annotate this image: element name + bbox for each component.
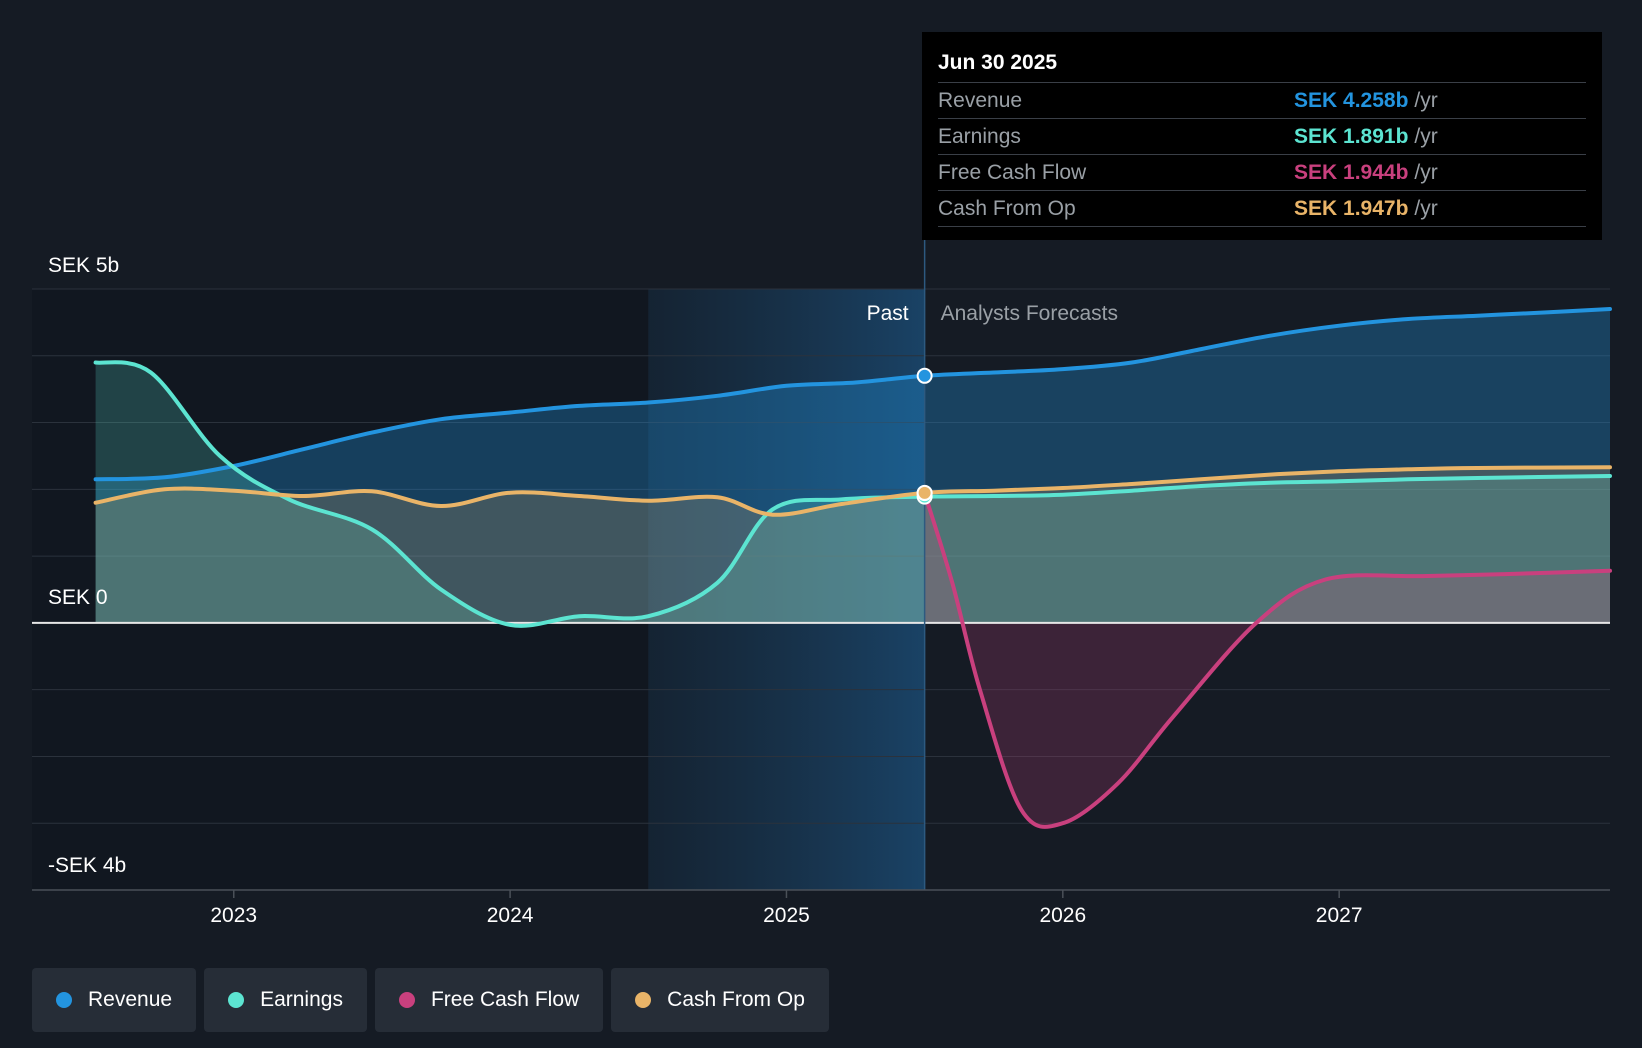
forecast-label: Analysts Forecasts bbox=[941, 302, 1118, 325]
series-markers[interactable] bbox=[916, 367, 933, 505]
area-earnings bbox=[95, 362, 1611, 626]
y-tick-label-bottom: -SEK 4b bbox=[48, 854, 126, 877]
tooltip-unit: /yr bbox=[1414, 196, 1438, 220]
legend: Revenue Earnings Free Cash Flow Cash Fro… bbox=[32, 968, 829, 1032]
legend-dot-icon bbox=[635, 992, 652, 1008]
x-tick-label: 2025 bbox=[763, 904, 810, 927]
series-lines bbox=[93, 307, 1612, 829]
legend-label: Free Cash Flow bbox=[430, 988, 580, 1011]
x-tick-label: 2023 bbox=[210, 904, 257, 927]
marker-revenue bbox=[916, 367, 933, 384]
legend-item-free-cash-flow[interactable]: Free Cash Flow bbox=[374, 968, 604, 1032]
tooltip-row-earnings: Earnings SEK 1.891b /yr bbox=[938, 118, 1586, 154]
marker-cash-from-op bbox=[916, 484, 933, 501]
area-cash-from-op bbox=[95, 467, 1611, 623]
past-label: Past bbox=[867, 302, 909, 325]
tooltip-date: Jun 30 2025 bbox=[938, 51, 1058, 74]
tooltip-value: SEK 1.944b bbox=[1294, 160, 1409, 184]
y-tick-label-zero: SEK 0 bbox=[48, 586, 108, 609]
tooltip-row-revenue: Revenue SEK 4.258b /yr bbox=[938, 82, 1586, 118]
tooltip-value: SEK 1.891b bbox=[1294, 124, 1409, 148]
x-tick-label: 2027 bbox=[1316, 904, 1363, 927]
legend-label: Revenue bbox=[88, 988, 173, 1011]
line-free-cash-flow bbox=[922, 491, 1612, 829]
legend-item-earnings[interactable]: Earnings bbox=[204, 968, 367, 1032]
legend-item-revenue[interactable]: Revenue bbox=[32, 968, 197, 1032]
highlight-region bbox=[648, 289, 925, 890]
legend-label: Earnings bbox=[260, 988, 343, 1011]
tooltip-label: Revenue bbox=[938, 88, 1023, 112]
tooltip-row-cash-from-op: Cash From Op SEK 1.947b /yr bbox=[938, 190, 1586, 227]
tooltip-value: SEK 4.258b bbox=[1294, 88, 1409, 112]
legend-label: Cash From Op bbox=[667, 988, 805, 1011]
area-revenue bbox=[95, 309, 1611, 623]
line-cash-from-op bbox=[93, 465, 1612, 517]
x-axis-ticks: 2023 2024 2025 2026 2027 bbox=[210, 890, 1363, 927]
legend-item-cash-from-op[interactable]: Cash From Op bbox=[611, 968, 829, 1032]
tooltip-label: Free Cash Flow bbox=[938, 160, 1087, 184]
line-earnings bbox=[93, 360, 1612, 628]
legend-dot-icon bbox=[56, 992, 72, 1008]
tooltip: Jun 30 2025 Revenue SEK 4.258b /yr Earni… bbox=[922, 32, 1602, 240]
legend-dot-icon bbox=[228, 992, 245, 1008]
legend-dot-icon bbox=[398, 992, 415, 1008]
tooltip-unit: /yr bbox=[1414, 88, 1438, 112]
y-tick-label-top: SEK 5b bbox=[48, 254, 119, 277]
tooltip-unit: /yr bbox=[1414, 160, 1438, 184]
tooltip-row-free-cash-flow: Free Cash Flow SEK 1.944b /yr bbox=[938, 154, 1586, 190]
line-revenue bbox=[93, 307, 1612, 482]
tooltip-label: Cash From Op bbox=[938, 196, 1076, 220]
tooltip-unit: /yr bbox=[1414, 124, 1438, 148]
x-tick-label: 2026 bbox=[1039, 904, 1086, 927]
x-tick-label: 2024 bbox=[487, 904, 534, 927]
tooltip-label: Earnings bbox=[938, 124, 1021, 148]
tooltip-value: SEK 1.947b bbox=[1294, 196, 1409, 220]
gridlines bbox=[32, 288, 1610, 891]
